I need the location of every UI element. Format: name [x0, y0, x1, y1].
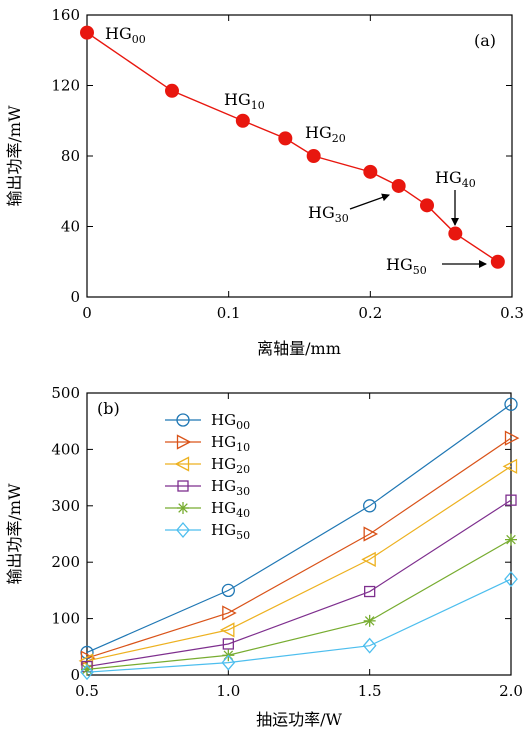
- annotation-hg40: HG40: [435, 168, 476, 190]
- series-b: [78, 397, 520, 681]
- data-point-hg30: [364, 585, 376, 598]
- series-line-hg00: [86, 403, 512, 653]
- legend-label: HG40: [211, 499, 250, 520]
- a-y-tick-label: 80: [61, 147, 80, 165]
- series-line-a: [86, 32, 499, 263]
- data-point-a: [278, 131, 293, 146]
- annotation-hg00: HG00: [105, 24, 146, 46]
- data-point-hg50: [504, 571, 518, 588]
- series-line-hg20: [86, 465, 512, 662]
- a-y-tick-label: 40: [61, 218, 80, 236]
- series-line-hg10: [86, 437, 512, 659]
- legend-label: HG50: [211, 521, 250, 542]
- panel-label-a: (a): [474, 31, 496, 50]
- annotation-hg10: HG10: [224, 90, 265, 112]
- legend-swatch-marker: [176, 522, 190, 538]
- a-x-tick-label: 0.1: [217, 304, 241, 322]
- data-point-a: [448, 226, 463, 241]
- legend-label: HG00: [211, 411, 250, 432]
- legend-item-hg20: HG20: [165, 455, 250, 476]
- data-point-hg50: [221, 654, 236, 671]
- b-y-tick-label: 100: [51, 610, 80, 628]
- a-y-tick-label: 0: [70, 288, 80, 306]
- b-y-tick-label: 300: [51, 497, 80, 515]
- b-x-tick-label: 2.0: [499, 682, 523, 700]
- data-point-a: [235, 113, 250, 128]
- x-axis-label-a: 离轴量/mm: [257, 339, 341, 358]
- b-x-tick-label: 0.5: [75, 682, 99, 700]
- data-point-hg30: [222, 638, 234, 650]
- data-point-a: [420, 198, 434, 213]
- data-point-a: [306, 149, 321, 163]
- legend-swatch-marker: [174, 456, 190, 472]
- ticks-b: 0.5 1.0 1.5 2.0 0 100 200 300 400 500: [51, 384, 523, 700]
- arrow-hg30: [349, 193, 390, 210]
- panel-label-b: (b): [97, 399, 120, 418]
- x-axis-label-b: 抽运功率/W: [256, 710, 342, 729]
- legend-item-hg00: HG00: [165, 411, 250, 432]
- data-point-hg00: [504, 397, 518, 411]
- data-point-hg40: [363, 614, 376, 627]
- b-y-tick-label: 400: [51, 440, 80, 458]
- plot-frame-b: [86, 392, 512, 676]
- a-x-tick-label: 0.2: [358, 304, 382, 322]
- b-y-tick-label: 0: [70, 666, 80, 684]
- data-point-hg20: [219, 622, 235, 638]
- series-line-hg40: [86, 539, 512, 670]
- series-line-hg30: [86, 499, 512, 668]
- legend-label: HG10: [211, 433, 250, 454]
- data-point-hg00: [363, 499, 377, 513]
- data-point-hg50: [80, 664, 94, 681]
- y-axis-label-a: 输出功率/mW: [5, 105, 24, 207]
- y-axis-label-b: 输出功率/mW: [5, 483, 24, 585]
- legend-swatch-marker: [177, 480, 189, 492]
- annotation-hg20: HG20: [305, 123, 346, 145]
- legend-item-hg10: HG10: [165, 433, 250, 454]
- data-point-hg00: [221, 583, 235, 598]
- data-point-hg20: [361, 551, 376, 567]
- legend-item-hg40: HG40: [165, 499, 250, 520]
- data-point-hg10: [363, 526, 379, 542]
- data-point-hg10: [504, 430, 520, 446]
- data-point-hg10: [222, 605, 237, 621]
- b-y-tick-label: 500: [51, 384, 80, 402]
- data-point-hg20: [502, 458, 518, 474]
- data-point-a: [165, 83, 179, 98]
- plot-frame-a: [86, 14, 513, 298]
- data-point-hg50: [362, 637, 377, 654]
- data-point-a: [363, 164, 378, 179]
- data-point-hg40: [505, 533, 517, 546]
- legend-item-hg50: HG50: [165, 521, 250, 542]
- legend-item-hg30: HG30: [165, 477, 250, 498]
- data-point-a: [391, 178, 406, 193]
- b-x-tick-label: 1.5: [358, 682, 382, 700]
- legend-label: HG30: [211, 477, 250, 498]
- legend-label: HG20: [211, 455, 250, 476]
- data-point-hg30: [505, 494, 517, 506]
- data-point-a: [80, 25, 94, 40]
- annotation-hg30: HG30: [308, 203, 349, 225]
- b-x-tick-label: 1.0: [216, 682, 240, 700]
- b-y-tick-label: 200: [51, 553, 80, 571]
- annotation-hg50: HG50: [386, 255, 427, 277]
- a-y-tick-label: 120: [51, 77, 80, 95]
- a-y-tick-label: 160: [51, 6, 80, 24]
- data-point-a: [490, 254, 505, 269]
- series-a: [80, 25, 505, 269]
- series-line-hg50: [86, 578, 512, 673]
- chart-panel-a: 0 0.1 0.2 0.3 0 40 80 120 160 (a) 离轴量/mm 输出功率/mW…: [5, 6, 524, 358]
- legend-swatch-marker: [177, 502, 189, 514]
- legend-swatch-marker: [176, 413, 190, 427]
- legend-swatch-marker: [176, 434, 192, 450]
- ticks-a: 0 0.1 0.2 0.3 0 40 80 120 160: [51, 6, 524, 322]
- a-x-tick-label: 0.3: [500, 304, 524, 322]
- a-x-tick-label: 0: [82, 304, 92, 322]
